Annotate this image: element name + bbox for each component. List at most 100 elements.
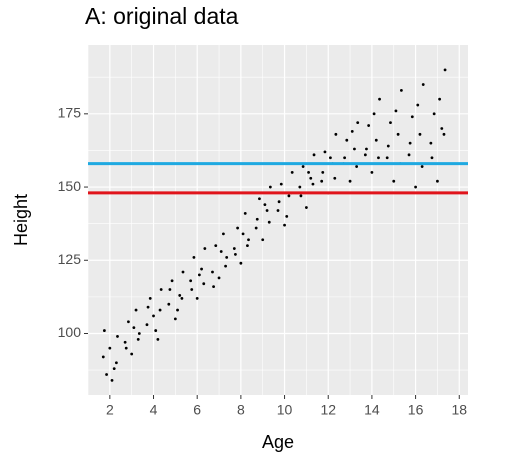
x-tick-label: 10 xyxy=(277,402,293,418)
point xyxy=(304,206,308,209)
point xyxy=(312,153,316,157)
point xyxy=(200,267,203,271)
point xyxy=(414,185,417,189)
point xyxy=(241,232,245,236)
point xyxy=(276,209,280,212)
point xyxy=(438,97,442,101)
point xyxy=(410,115,414,119)
point xyxy=(345,138,349,142)
point xyxy=(254,226,258,230)
point xyxy=(277,200,281,204)
point xyxy=(236,226,239,230)
x-tick-label: 8 xyxy=(237,402,245,418)
point xyxy=(137,332,141,335)
point xyxy=(158,308,162,312)
y-tick-label: 150 xyxy=(58,178,82,194)
x-tick-label: 2 xyxy=(106,402,114,418)
point xyxy=(168,288,172,291)
point xyxy=(287,194,291,198)
point xyxy=(408,141,412,145)
point xyxy=(263,203,267,207)
point xyxy=(123,340,127,344)
point xyxy=(110,378,114,382)
point xyxy=(202,282,206,286)
point xyxy=(394,109,398,113)
y-tick-label: 100 xyxy=(58,324,82,340)
point xyxy=(356,121,360,125)
point xyxy=(132,326,136,330)
point xyxy=(195,296,199,300)
point xyxy=(443,68,447,72)
point xyxy=(167,302,171,306)
y-tick-label: 125 xyxy=(58,251,82,267)
point xyxy=(170,279,174,283)
plot-panel xyxy=(88,45,468,395)
point xyxy=(246,244,249,248)
x-tick-label: 6 xyxy=(193,402,201,418)
point xyxy=(367,124,371,127)
point xyxy=(261,238,265,242)
point xyxy=(190,288,194,291)
point xyxy=(365,147,368,151)
point xyxy=(399,88,403,92)
point xyxy=(154,329,158,332)
point xyxy=(225,255,229,259)
point xyxy=(334,132,338,136)
point xyxy=(105,373,108,376)
chart-title: A: original data xyxy=(85,3,239,29)
point xyxy=(329,156,332,160)
point xyxy=(350,130,354,133)
point xyxy=(148,296,152,300)
point xyxy=(378,97,381,101)
x-tick-label: 12 xyxy=(320,402,336,418)
point xyxy=(323,150,327,154)
point xyxy=(392,179,396,183)
point xyxy=(192,255,196,259)
point xyxy=(429,141,433,145)
point xyxy=(320,179,324,183)
point xyxy=(420,165,424,168)
point xyxy=(152,314,155,318)
point xyxy=(374,138,378,142)
point xyxy=(108,346,112,350)
point xyxy=(321,171,325,174)
point xyxy=(234,253,237,256)
point xyxy=(285,214,289,218)
point xyxy=(279,182,283,186)
point xyxy=(355,165,359,168)
point xyxy=(363,153,367,157)
y-axis-label: Height xyxy=(11,194,31,246)
point xyxy=(389,121,392,125)
point xyxy=(134,308,138,312)
point xyxy=(442,132,446,136)
point xyxy=(440,127,444,130)
point xyxy=(436,179,439,183)
point xyxy=(432,112,436,116)
point xyxy=(348,179,352,183)
point xyxy=(124,346,128,350)
point xyxy=(377,156,380,160)
x-tick-label: 18 xyxy=(451,402,467,418)
point xyxy=(267,220,271,224)
point xyxy=(307,171,310,174)
point xyxy=(116,335,119,338)
point xyxy=(255,217,259,221)
point xyxy=(343,156,347,160)
point xyxy=(173,317,177,321)
point xyxy=(224,264,227,268)
point xyxy=(309,176,313,180)
point xyxy=(219,250,223,253)
point xyxy=(145,323,149,327)
x-axis-label: Age xyxy=(262,432,294,452)
x-tick-label: 16 xyxy=(408,402,424,418)
point xyxy=(178,294,182,297)
point xyxy=(421,83,425,86)
point xyxy=(180,296,184,300)
point xyxy=(353,147,356,151)
point xyxy=(311,182,315,186)
point xyxy=(243,212,247,215)
point xyxy=(214,244,218,248)
point xyxy=(283,223,286,227)
point xyxy=(203,247,207,250)
point xyxy=(258,197,261,201)
